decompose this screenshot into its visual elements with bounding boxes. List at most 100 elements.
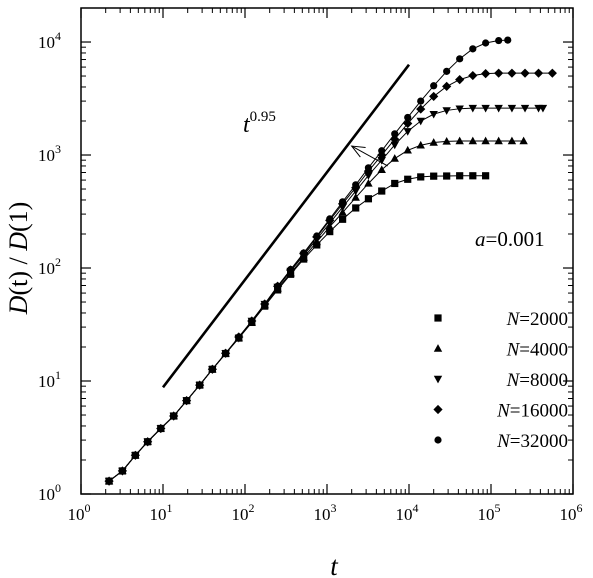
- data-point: [339, 215, 347, 223]
- data-point: [481, 69, 491, 79]
- annotation-group: a=0.001 t0.95: [243, 109, 545, 251]
- data-point: [519, 136, 528, 145]
- y-tick-label: 102: [38, 255, 61, 278]
- reference-line-group: [161, 63, 411, 389]
- x-tick-label: 104: [396, 501, 419, 524]
- tick-labels: 100 101 102 103 104 105 106 100 101 102 103 104: [38, 29, 583, 524]
- data-point: [403, 145, 412, 154]
- slope-base: t: [243, 112, 251, 138]
- data-point: [390, 154, 399, 162]
- y-tick-label: 100: [38, 481, 61, 504]
- data-point: [248, 317, 256, 325]
- data-point: [455, 105, 464, 114]
- data-point: [547, 68, 557, 78]
- legend-item: N=2000: [434, 309, 568, 330]
- data-point: [481, 104, 490, 113]
- data-point: [131, 451, 139, 459]
- series-4: [105, 36, 512, 485]
- data-point: [416, 140, 425, 149]
- data-point: [403, 128, 412, 136]
- series-line: [108, 140, 524, 482]
- data-point: [364, 195, 373, 203]
- data-point: [520, 68, 530, 78]
- data-point: [494, 68, 504, 78]
- data-point: [538, 104, 548, 113]
- param-var: a: [475, 227, 486, 251]
- legend-marker: [434, 436, 442, 444]
- legend-label: N=2000: [506, 309, 568, 330]
- data-point: [313, 232, 321, 240]
- series-line: [108, 175, 486, 482]
- legend-marker: [433, 344, 443, 352]
- data-point: [338, 208, 347, 216]
- x-tick-label: 100: [68, 501, 91, 524]
- data-point: [520, 104, 530, 113]
- legend-label: N=16000: [496, 401, 568, 422]
- x-axis-label: t: [330, 551, 339, 578]
- data-point: [157, 424, 165, 433]
- series-3: [104, 68, 557, 486]
- y-axis-label: D(t) / D(1): [4, 202, 33, 316]
- data-point: [455, 74, 465, 85]
- slope-arrow-head: [350, 145, 366, 158]
- data-point: [494, 136, 503, 145]
- data-point: [378, 147, 386, 155]
- data-point: [442, 136, 451, 145]
- legend-marker: [433, 375, 443, 384]
- data-point: [456, 172, 464, 180]
- x-tick-label: 101: [150, 501, 173, 524]
- data-point: [404, 175, 412, 183]
- data-point: [377, 156, 386, 165]
- y-tick-label: 101: [38, 368, 61, 391]
- legend-item: N=4000: [433, 340, 568, 361]
- data-point: [469, 172, 477, 180]
- param-annotation: a=0.001: [475, 227, 545, 251]
- data-point: [482, 172, 490, 180]
- data-point: [391, 130, 399, 138]
- data-point: [144, 438, 152, 446]
- legend-marker: [434, 314, 442, 322]
- data-point: [468, 104, 478, 113]
- data-point: [300, 249, 308, 257]
- major-ticks: [80, 8, 574, 495]
- legend-label: N=8000: [506, 370, 568, 391]
- data-point: [390, 134, 400, 144]
- legend-label: N=32000: [496, 431, 568, 452]
- data-point: [417, 173, 425, 181]
- data-point: [105, 477, 113, 485]
- data-point: [274, 282, 282, 290]
- data-point: [364, 179, 373, 187]
- data-point: [196, 381, 204, 389]
- data-point: [468, 136, 478, 145]
- data-point: [417, 97, 425, 105]
- data-point: [170, 412, 178, 420]
- data-point: [364, 164, 373, 172]
- reference-line: [161, 63, 411, 389]
- data-point: [352, 181, 360, 189]
- data-point: [403, 118, 413, 129]
- data-point: [455, 136, 464, 145]
- x-tick-label: 105: [478, 501, 501, 524]
- data-point: [222, 349, 230, 357]
- slope-annotation: t0.95: [243, 109, 276, 138]
- series-2: [104, 104, 548, 486]
- data-point: [494, 104, 503, 113]
- series-line: [108, 72, 553, 482]
- data-point: [430, 172, 438, 180]
- data-point: [182, 397, 191, 405]
- x-tick-label: 103: [314, 501, 337, 524]
- data-point: [326, 215, 334, 223]
- data-point: [456, 55, 464, 63]
- data-point: [442, 81, 452, 91]
- param-value: =0.001: [486, 227, 545, 251]
- x-tick-label: 102: [232, 501, 255, 524]
- data-point: [469, 45, 477, 53]
- data-point: [378, 187, 386, 195]
- data-point: [377, 165, 386, 173]
- legend-label: N=4000: [506, 340, 568, 361]
- data-point: [429, 91, 439, 102]
- data-point: [261, 300, 269, 308]
- data-point: [118, 467, 127, 475]
- data-point: [208, 365, 216, 373]
- data-point: [287, 265, 295, 274]
